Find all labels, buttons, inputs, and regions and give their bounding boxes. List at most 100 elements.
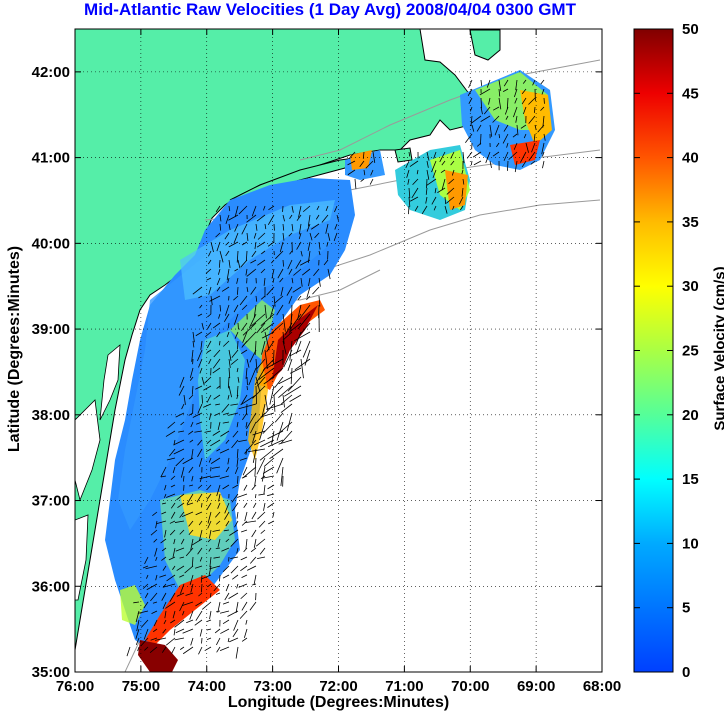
velocity-arrow <box>227 376 230 389</box>
velocity-arrow <box>255 223 258 231</box>
velocity-arrow <box>236 385 239 397</box>
velocity-arrow <box>152 601 158 604</box>
lat-tick-label: 38:00 <box>32 407 70 424</box>
velocity-arrow <box>498 133 501 139</box>
velocity-arrow <box>291 223 294 232</box>
velocity-arrow <box>228 367 231 379</box>
lon-tick-label: 76:00 <box>56 678 94 695</box>
velocity-arrow <box>300 358 304 379</box>
velocity-arrow <box>347 160 356 166</box>
velocity-arrow <box>206 484 212 490</box>
velocity-arrow <box>271 268 275 279</box>
velocity-arrow <box>164 529 167 538</box>
velocity-arrow <box>314 232 320 239</box>
velocity-arrow <box>470 115 473 127</box>
velocity-arrow <box>133 601 140 604</box>
velocity-arrow <box>232 430 239 438</box>
velocity-arrow <box>252 430 257 444</box>
velocity-arrow <box>224 232 230 240</box>
velocity-arrow <box>156 520 167 524</box>
velocity-arrow <box>256 376 266 387</box>
velocity-arrow <box>153 538 158 543</box>
velocity-arrow <box>222 565 230 572</box>
velocity-arrow <box>498 79 502 91</box>
velocity-arrow <box>215 511 221 518</box>
velocity-arrow <box>174 619 185 628</box>
velocity-arrow <box>512 133 518 138</box>
velocity-arrow <box>150 529 158 536</box>
velocity-arrow <box>315 214 320 220</box>
velocity-arrow <box>221 547 230 552</box>
velocity-arrow <box>240 592 248 600</box>
velocity-arrow <box>267 430 284 440</box>
velocity-arrow <box>282 394 285 408</box>
velocity-arrow <box>199 475 203 483</box>
velocity-arrow <box>293 268 302 276</box>
velocity-arrow <box>207 583 212 588</box>
velocity-arrow <box>206 448 212 452</box>
velocity-arrow <box>261 466 266 482</box>
velocity-arrow <box>201 322 204 330</box>
velocity-arrow <box>425 196 428 204</box>
velocity-arrow <box>250 547 257 553</box>
velocity-arrow <box>227 394 230 400</box>
velocity-arrow <box>239 610 248 619</box>
velocity-arrow <box>426 169 430 180</box>
velocity-arrow <box>259 448 275 461</box>
velocity-arrow <box>412 178 419 186</box>
velocity-arrow <box>194 430 203 433</box>
velocity-arrow <box>263 376 275 385</box>
velocity-arrow <box>188 466 194 473</box>
velocity-arrow <box>245 430 248 436</box>
velocity-arrow <box>261 403 266 418</box>
velocity-arrow <box>287 259 293 270</box>
velocity-arrow <box>446 196 455 204</box>
velocity-arrow <box>250 286 257 295</box>
velocity-arrow <box>291 205 294 213</box>
lat-tick-label: 41:00 <box>32 150 70 167</box>
velocity-arrow <box>204 430 212 433</box>
velocity-arrow <box>276 421 284 441</box>
velocity-arrow <box>433 151 437 159</box>
velocity-arrow <box>208 457 212 463</box>
velocity-arrow <box>249 349 257 363</box>
velocity-arrow <box>217 421 221 431</box>
lon-tick-label: 72:00 <box>319 678 357 695</box>
velocity-arrow <box>160 538 167 544</box>
velocity-arrow <box>252 448 257 463</box>
velocity-arrow <box>198 457 203 467</box>
velocity-arrow <box>306 223 311 232</box>
velocity-arrow <box>533 133 536 142</box>
velocity-arrow <box>195 385 203 390</box>
velocity-arrow <box>234 268 239 272</box>
velocity-arrow <box>486 79 491 88</box>
velocity-arrow <box>178 385 185 396</box>
velocity-arrow <box>214 412 221 416</box>
velocity-arrow <box>274 412 284 423</box>
velocity-arrow <box>241 529 248 533</box>
velocity-arrow <box>242 322 257 336</box>
velocity-arrow <box>410 196 419 202</box>
velocity-arrow <box>267 241 275 247</box>
velocity-arrow <box>216 637 221 646</box>
velocity-arrow <box>188 520 194 527</box>
velocity-arrow <box>239 457 248 461</box>
velocity-arrow <box>165 430 176 437</box>
velocity-arrow <box>233 304 239 313</box>
velocity-arrow <box>494 124 500 136</box>
velocity-arrow <box>209 412 212 420</box>
velocity-arrow <box>159 574 167 578</box>
velocity-arrow <box>240 322 248 332</box>
velocity-arrow <box>171 646 176 654</box>
velocity-arrow <box>161 556 167 561</box>
velocity-arrow <box>269 385 275 405</box>
velocity-arrow <box>200 583 203 593</box>
velocity-arrow <box>513 142 518 150</box>
velocity-arrow <box>269 448 284 460</box>
velocity-arrow <box>273 295 276 307</box>
colorbar-tick-label: 20 <box>682 407 699 424</box>
velocity-arrow <box>483 106 491 115</box>
velocity-arrow <box>135 628 140 639</box>
velocity-arrow <box>308 277 311 287</box>
velocity-arrow <box>280 403 293 413</box>
